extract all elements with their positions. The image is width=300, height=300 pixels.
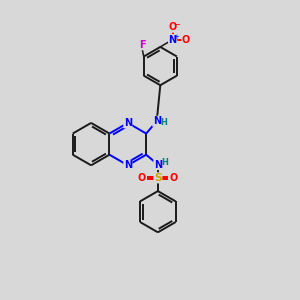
Text: H: H	[161, 158, 168, 167]
Text: F: F	[139, 40, 146, 50]
Text: O: O	[170, 173, 178, 183]
Text: O: O	[169, 22, 177, 32]
Text: O: O	[182, 34, 190, 45]
Text: N: N	[124, 160, 132, 170]
Text: N: N	[154, 160, 162, 170]
Text: H: H	[160, 118, 166, 127]
Text: S: S	[154, 173, 162, 183]
Text: −: −	[173, 20, 180, 29]
Text: +: +	[174, 34, 179, 40]
Text: N: N	[124, 118, 132, 128]
Text: N: N	[153, 116, 161, 126]
Text: O: O	[138, 173, 146, 183]
Text: N: N	[169, 34, 177, 45]
